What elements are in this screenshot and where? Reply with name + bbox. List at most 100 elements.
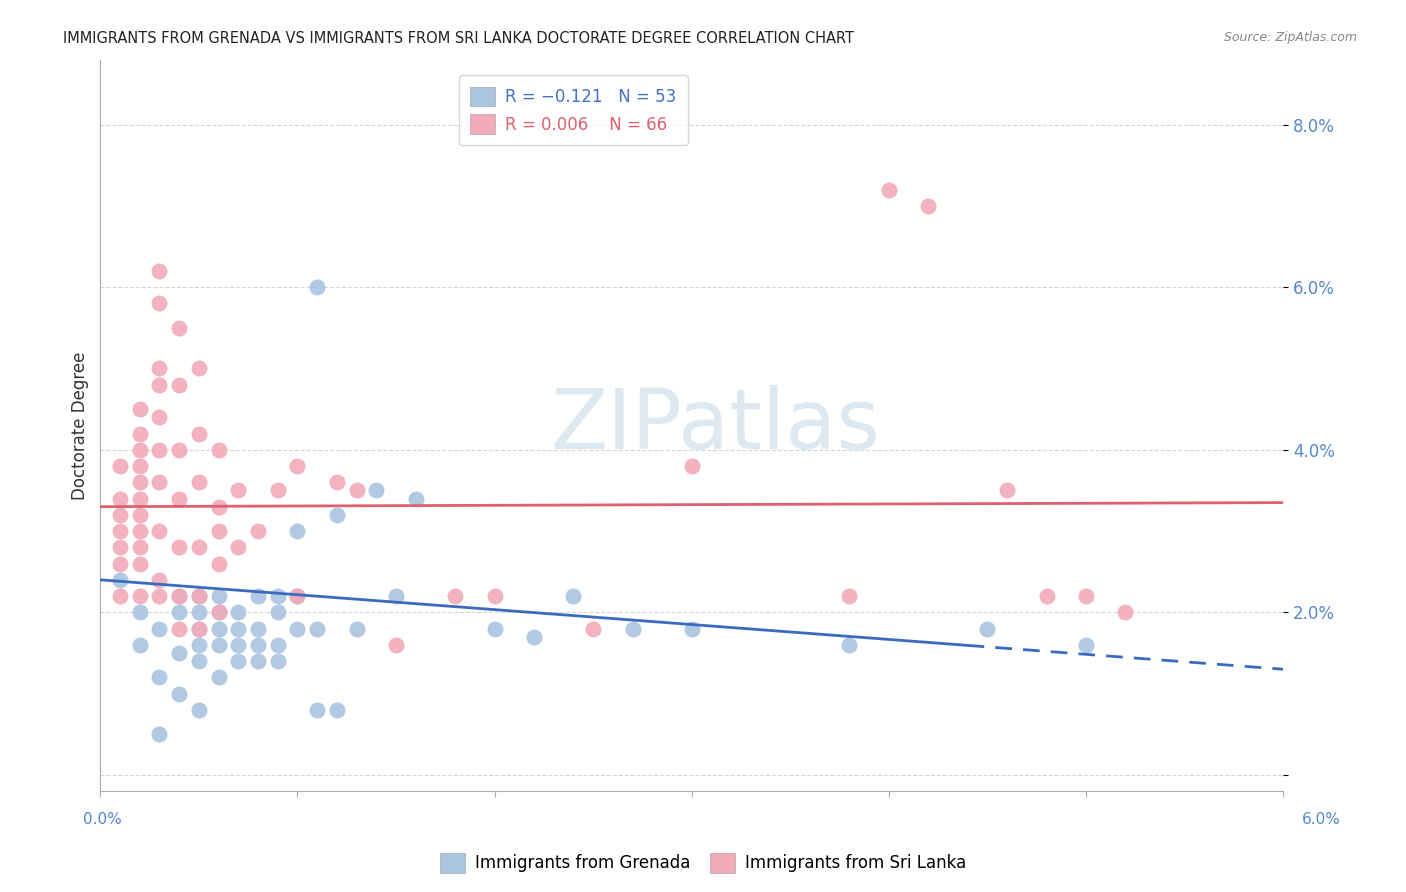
Point xyxy=(167,442,190,457)
Point xyxy=(167,491,190,506)
Point xyxy=(207,605,229,619)
Point xyxy=(148,589,170,603)
Point xyxy=(187,475,209,490)
Point xyxy=(108,508,131,522)
Point xyxy=(307,622,329,636)
Point xyxy=(1114,605,1136,619)
Point xyxy=(167,687,190,701)
Text: Source: ZipAtlas.com: Source: ZipAtlas.com xyxy=(1223,31,1357,45)
Text: ZIPatlas: ZIPatlas xyxy=(550,384,880,466)
Point xyxy=(523,630,546,644)
Point xyxy=(128,475,150,490)
Point xyxy=(128,491,150,506)
Point xyxy=(148,361,170,376)
Point xyxy=(128,541,150,555)
Point xyxy=(287,458,309,473)
Y-axis label: Doctorate Degree: Doctorate Degree xyxy=(72,351,89,500)
Point xyxy=(228,622,250,636)
Point xyxy=(582,622,605,636)
Point xyxy=(228,654,250,668)
Point xyxy=(207,524,229,538)
Point xyxy=(995,483,1018,498)
Point xyxy=(148,377,170,392)
Point xyxy=(148,296,170,310)
Point xyxy=(267,483,290,498)
Point xyxy=(621,622,644,636)
Point xyxy=(148,727,170,741)
Point xyxy=(385,589,408,603)
Point xyxy=(187,622,209,636)
Point xyxy=(167,541,190,555)
Point xyxy=(444,589,467,603)
Point xyxy=(287,589,309,603)
Point xyxy=(976,622,998,636)
Point xyxy=(207,500,229,514)
Point xyxy=(326,703,349,717)
Point xyxy=(267,638,290,652)
Point xyxy=(167,377,190,392)
Point xyxy=(917,199,939,213)
Point xyxy=(207,605,229,619)
Point xyxy=(207,589,229,603)
Point xyxy=(128,508,150,522)
Point xyxy=(346,483,368,498)
Point xyxy=(187,605,209,619)
Point xyxy=(128,524,150,538)
Point xyxy=(148,670,170,684)
Point xyxy=(1035,589,1057,603)
Point xyxy=(681,622,703,636)
Point xyxy=(128,402,150,417)
Point xyxy=(167,589,190,603)
Text: 6.0%: 6.0% xyxy=(1302,813,1341,827)
Point xyxy=(148,264,170,278)
Legend: Immigrants from Grenada, Immigrants from Sri Lanka: Immigrants from Grenada, Immigrants from… xyxy=(433,847,973,880)
Point xyxy=(108,573,131,587)
Point xyxy=(307,280,329,294)
Point xyxy=(148,410,170,425)
Point xyxy=(187,589,209,603)
Point xyxy=(267,654,290,668)
Point xyxy=(287,524,309,538)
Point xyxy=(187,589,209,603)
Point xyxy=(287,622,309,636)
Point xyxy=(681,458,703,473)
Point xyxy=(405,491,427,506)
Point xyxy=(128,458,150,473)
Point xyxy=(167,646,190,660)
Point xyxy=(247,654,270,668)
Point xyxy=(346,622,368,636)
Point xyxy=(167,605,190,619)
Point xyxy=(108,589,131,603)
Point xyxy=(207,622,229,636)
Point xyxy=(187,622,209,636)
Point xyxy=(187,541,209,555)
Point xyxy=(128,605,150,619)
Point xyxy=(148,475,170,490)
Point xyxy=(877,183,900,197)
Point xyxy=(385,638,408,652)
Legend: R = −0.121   N = 53, R = 0.006    N = 66: R = −0.121 N = 53, R = 0.006 N = 66 xyxy=(458,75,688,145)
Point xyxy=(228,483,250,498)
Point xyxy=(128,557,150,571)
Point xyxy=(838,589,860,603)
Point xyxy=(207,638,229,652)
Point xyxy=(128,426,150,441)
Point xyxy=(228,541,250,555)
Point xyxy=(207,442,229,457)
Point xyxy=(187,361,209,376)
Point xyxy=(207,670,229,684)
Point xyxy=(148,524,170,538)
Point xyxy=(108,557,131,571)
Point xyxy=(128,638,150,652)
Point xyxy=(1074,589,1097,603)
Point xyxy=(148,622,170,636)
Text: 0.0%: 0.0% xyxy=(83,813,122,827)
Point xyxy=(128,442,150,457)
Point xyxy=(108,541,131,555)
Text: IMMIGRANTS FROM GRENADA VS IMMIGRANTS FROM SRI LANKA DOCTORATE DEGREE CORRELATIO: IMMIGRANTS FROM GRENADA VS IMMIGRANTS FR… xyxy=(63,31,855,46)
Point xyxy=(167,589,190,603)
Point xyxy=(108,491,131,506)
Point xyxy=(108,524,131,538)
Point xyxy=(247,638,270,652)
Point xyxy=(108,458,131,473)
